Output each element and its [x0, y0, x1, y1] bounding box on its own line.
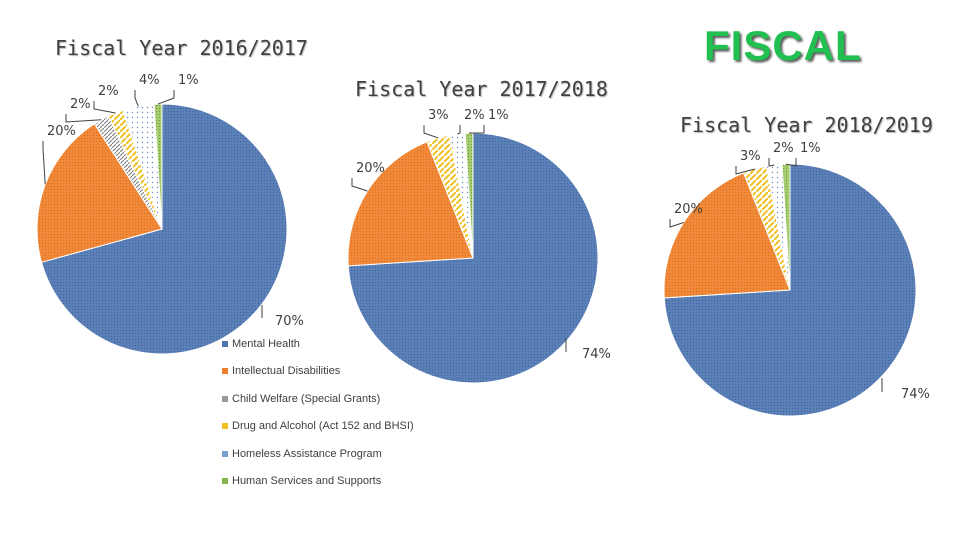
legend-swatch-human-services	[222, 478, 228, 484]
pie3-label-drug-alcohol: 3%	[740, 149, 761, 164]
pie2-leader-human-services	[469, 125, 485, 134]
pie3-leader-human-services	[785, 158, 797, 167]
pie3-leader-homeless	[768, 158, 775, 167]
pie2-label-drug-alcohol: 3%	[428, 108, 449, 123]
pie3-leader-drug-alcohol	[735, 166, 755, 175]
legend-label-child-welfare: Child Welfare (Special Grants)	[232, 393, 381, 405]
pie1-leader-homeless	[134, 90, 139, 107]
pie3-slice-human-services	[781, 163, 791, 291]
legend-swatch-intellectual-disabilities	[222, 368, 228, 374]
pie1-label-intellectual-disabilities: 20%	[47, 124, 76, 139]
pie3-leader-intellectual-disabilities	[669, 219, 684, 228]
pie2-label-mental-health: 74%	[582, 347, 611, 362]
pie1-label-child-welfare: 2%	[70, 97, 91, 112]
legend-label-homeless: Homeless Assistance Program	[232, 448, 382, 460]
pie1-leader-drug-alcohol	[93, 101, 116, 114]
pie1-label-drug-alcohol: 2%	[98, 84, 119, 99]
pie2-title: Fiscal Year 2017/2018	[355, 77, 608, 101]
pie1-slice-human-services	[153, 103, 163, 230]
pie1-title: Fiscal Year 2016/2017	[55, 36, 308, 60]
pie2-leader-homeless	[457, 125, 461, 135]
pie1-label-human-services: 1%	[178, 73, 199, 88]
legend-swatch-drug-alcohol	[222, 423, 228, 429]
legend-label-human-services: Human Services and Supports	[232, 475, 382, 487]
pie3-label-human-services: 1%	[800, 141, 821, 156]
pie2-leader-intellectual-disabilities	[351, 178, 368, 192]
legend-swatch-mental-health	[222, 341, 228, 347]
pie2-slice-intellectual-disabilities	[347, 141, 474, 267]
pie3-label-intellectual-disabilities: 20%	[674, 202, 703, 217]
pie1-leader-intellectual-disabilities	[42, 141, 46, 185]
pie2-label-homeless: 2%	[464, 108, 485, 123]
fiscal-heading: FISCAL	[704, 22, 862, 69]
pie1-leader-child-welfare	[65, 114, 102, 123]
pie1-label-homeless: 4%	[139, 73, 160, 88]
legend-swatch-homeless	[222, 451, 228, 457]
legend-label-drug-alcohol: Drug and Alcohol (Act 152 and BHSI)	[232, 420, 414, 432]
pie2-leader-drug-alcohol	[423, 125, 439, 139]
pie3-label-homeless: 2%	[773, 141, 794, 156]
pie3-title: Fiscal Year 2018/2019	[680, 113, 933, 137]
pie3-label-mental-health: 74%	[901, 387, 930, 402]
pie1-label-mental-health: 70%	[275, 314, 304, 329]
legend-swatch-child-welfare	[222, 396, 228, 402]
pie1-leader-human-services	[157, 90, 175, 105]
pie2-label-intellectual-disabilities: 20%	[356, 161, 385, 176]
pie1-slice-mental-health	[40, 103, 288, 355]
pie2-label-human-services: 1%	[488, 108, 509, 123]
legend-label-intellectual-disabilities: Intellectual Disabilities	[232, 365, 341, 377]
legend-label-mental-health: Mental Health	[232, 338, 300, 350]
pie3-slice-intellectual-disabilities	[663, 172, 791, 299]
